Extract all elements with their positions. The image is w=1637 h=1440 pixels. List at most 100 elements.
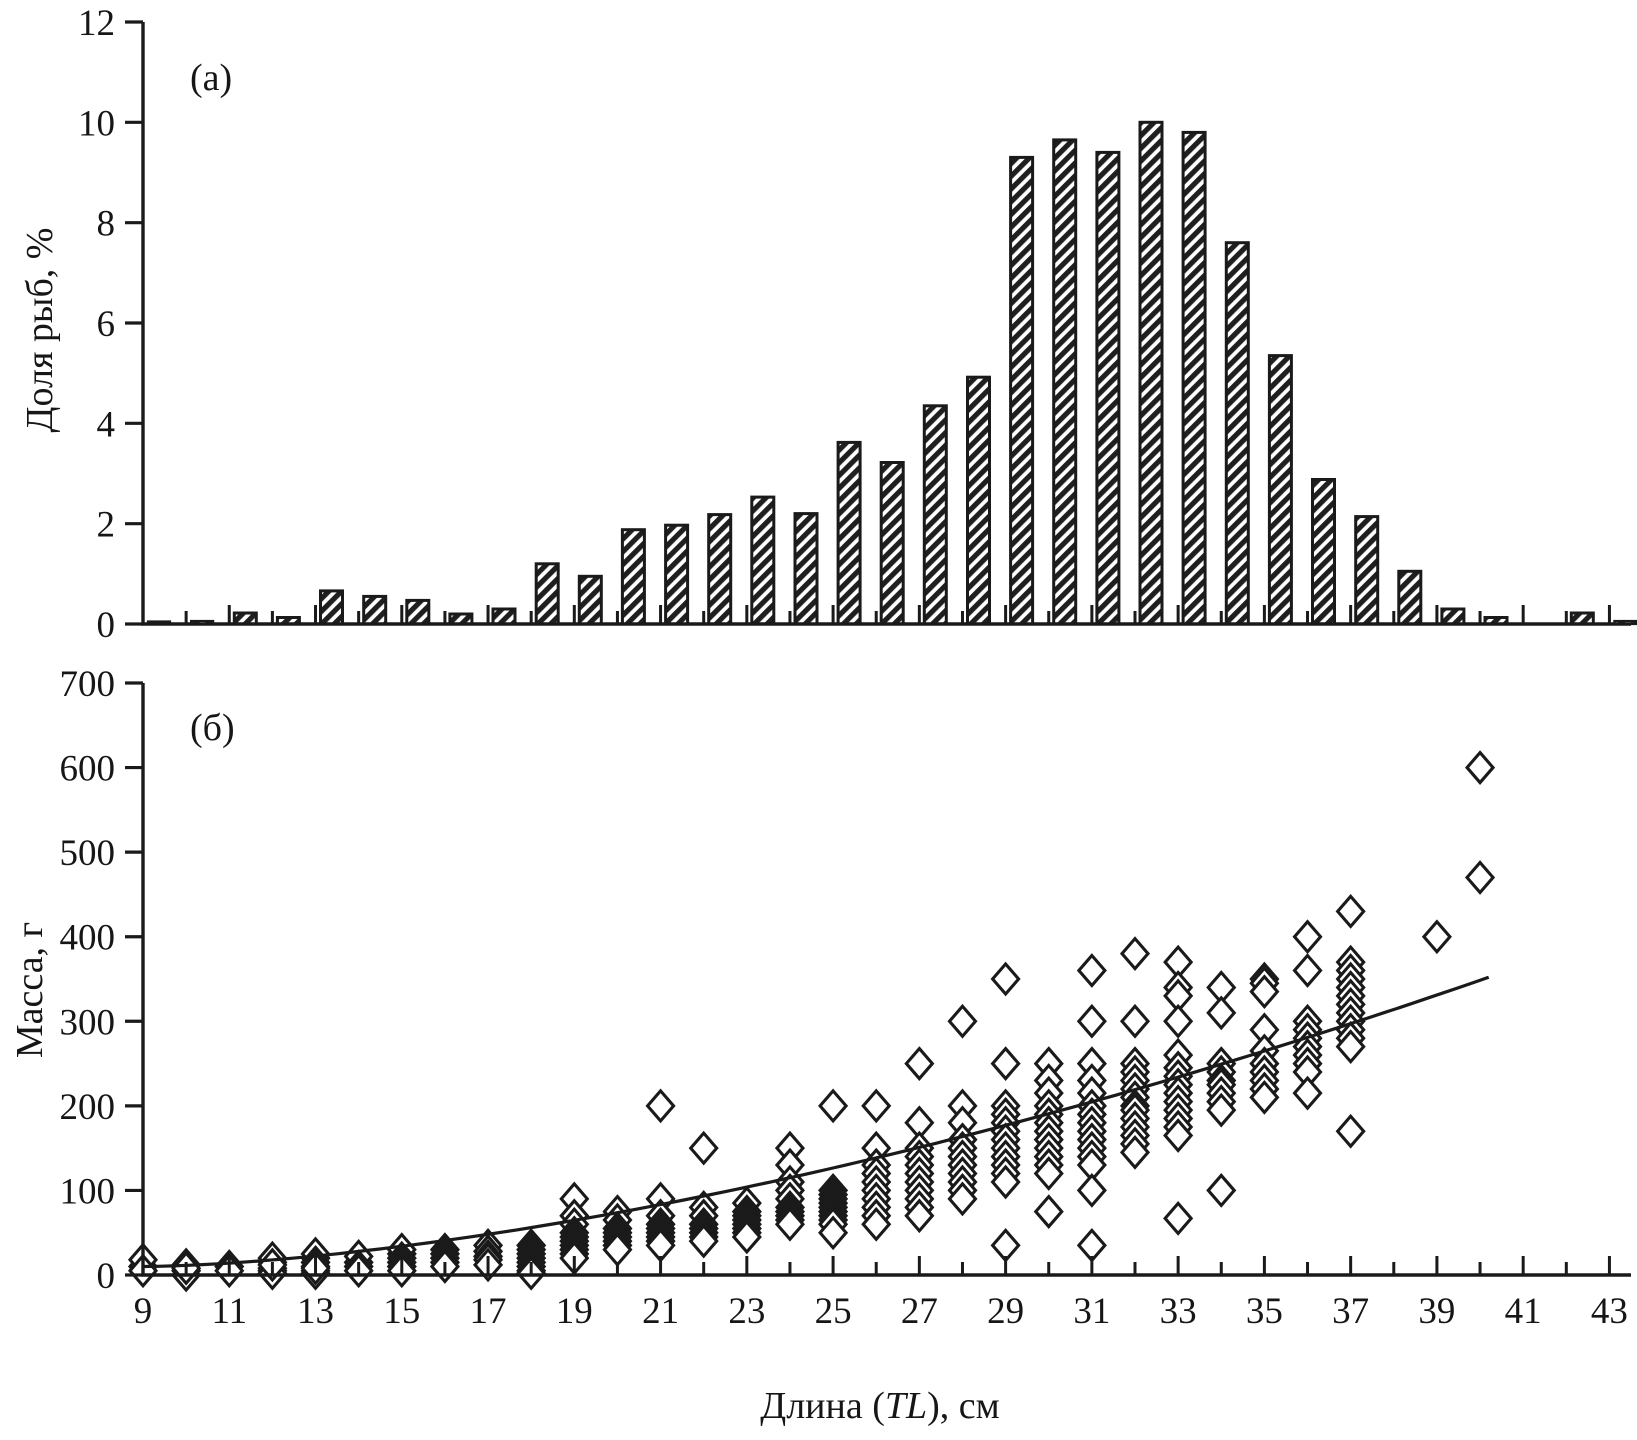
histogram-bar (1311, 478, 1336, 626)
scatter-point-diamond (1033, 1156, 1064, 1191)
y-axis-tick-label: 400 (60, 918, 116, 959)
panel-b-scatter-points (127, 750, 1496, 1293)
y-axis-tick-label: 10 (78, 103, 115, 144)
scatter-point-diamond (645, 1088, 676, 1124)
scatter-point-diamond (1249, 974, 1280, 1010)
histogram-bar (620, 528, 646, 626)
panel-b-y-axis-title: Масса, г (9, 922, 51, 1058)
panel-b-trendline (142, 975, 1490, 1269)
histogram-bar (1181, 130, 1207, 626)
y-axis-tick-label: 100 (60, 1171, 116, 1212)
y-axis-tick-label: 12 (78, 3, 115, 44)
panel-a: 0 2 4 6 8 10 12 Доля рыб, % (а) (19, 3, 1637, 646)
histogram-bar (1354, 515, 1380, 626)
x-axis-tick-label: 15 (383, 1291, 420, 1332)
x-axis-tick-label: 41 (1505, 1291, 1542, 1332)
x-axis-tick-label: 19 (556, 1291, 593, 1332)
scatter-point-diamond (1119, 936, 1151, 971)
panel-a-axes (125, 20, 1631, 626)
x-axis-tick-label: 37 (1332, 1291, 1369, 1332)
y-axis-tick-label: 6 (97, 304, 116, 345)
histogram-bar (1224, 241, 1250, 626)
x-axis-tick-label: 11 (211, 1291, 247, 1332)
histogram-bar (922, 404, 948, 626)
scatter-point-diamond (990, 1228, 1021, 1263)
x-axis-tick-label: 23 (728, 1291, 765, 1332)
histogram-bar (491, 607, 517, 626)
scatter-point-diamond (904, 1198, 935, 1234)
x-axis-tick-label: 43 (1591, 1291, 1628, 1332)
scatter-point-diamond (1206, 1173, 1237, 1208)
x-axis-tick-label: 13 (297, 1291, 334, 1332)
scatter-point-diamond (990, 1164, 1021, 1200)
x-axis-tick-label: 35 (1246, 1291, 1283, 1332)
scatter-point-diamond (990, 1046, 1021, 1081)
scatter-point-diamond (1464, 750, 1496, 785)
panel-b-axes (125, 681, 1631, 1277)
scatter-point-diamond (1163, 1003, 1194, 1039)
histogram-bar (707, 513, 733, 626)
scatter-point-diamond (1464, 860, 1496, 895)
scatter-point-diamond (947, 1003, 978, 1039)
scatter-point-diamond (861, 1088, 892, 1124)
x-axis-tick-label: 29 (987, 1291, 1024, 1332)
x-axis-tick-label: 33 (1160, 1291, 1197, 1332)
panel-a-y-axis-title: Доля рыб, % (19, 228, 61, 433)
y-axis-tick-label: 2 (97, 505, 116, 546)
histogram-bar (534, 562, 560, 626)
scatter-point-diamond (688, 1130, 719, 1166)
histogram-bar (1267, 354, 1293, 626)
scatter-point-diamond (1076, 1228, 1107, 1263)
scatter-point-diamond (1076, 953, 1107, 988)
y-axis-tick-label: 0 (97, 1256, 116, 1297)
scatter-point-diamond (861, 1206, 892, 1242)
x-axis-tick-label: 39 (1418, 1291, 1455, 1332)
scatter-point-diamond (1163, 1118, 1194, 1153)
scatter-point-diamond (1119, 1003, 1151, 1039)
scatter-point-diamond (1076, 1003, 1107, 1039)
x-axis-title: Длина (TL), см (760, 1385, 999, 1427)
scatter-point-diamond (731, 1219, 762, 1255)
scatter-point-diamond (1335, 893, 1366, 929)
histogram-bar (793, 512, 819, 626)
panel-a-tag: (а) (190, 57, 232, 99)
y-axis-tick-label: 0 (97, 605, 116, 646)
scatter-point-diamond (1076, 1173, 1107, 1208)
y-axis-tick-label: 4 (97, 404, 116, 445)
panel-b-tag: (б) (190, 707, 235, 749)
y-axis-tick-label: 300 (60, 1002, 116, 1043)
x-axis-tick-label: 31 (1073, 1291, 1110, 1332)
y-axis-tick-label: 600 (60, 749, 116, 790)
scatter-point-diamond (990, 961, 1021, 997)
scatter-point-diamond (1335, 1113, 1366, 1149)
histogram-bar (836, 440, 862, 626)
histogram-bar (405, 598, 431, 626)
scatter-point-diamond (1335, 1029, 1366, 1065)
panel-b-y-tick-labels: 0 100 200 300 400 500 600 700 (60, 664, 116, 1297)
panel-b-x-tick-labels: 9 11 13 15 17 19 21 23 25 27 29 31 33 35 37 39 41 43 (134, 1291, 1628, 1332)
histogram-bar (879, 461, 905, 626)
y-axis-tick-label: 8 (97, 204, 116, 245)
histogram-bar (1138, 120, 1164, 626)
x-axis-tick-label: 25 (815, 1291, 852, 1332)
scatter-point-diamond (1206, 1092, 1237, 1128)
scatter-point-diamond (1421, 919, 1452, 955)
scatter-point-diamond (947, 1181, 978, 1217)
histogram-bar (1009, 155, 1035, 626)
histogram-bar (362, 594, 388, 626)
histogram-bar (1052, 138, 1078, 626)
y-axis-tick-label: 500 (60, 833, 116, 874)
panel-b: 0 100 200 300 400 500 600 700 9 11 13 15 17 19 21 23 25… (9, 664, 1631, 1427)
x-axis-tick-label: 17 (470, 1291, 507, 1332)
scatter-point-diamond (1249, 1080, 1280, 1115)
histogram-bar (319, 589, 344, 626)
y-axis-tick-label: 200 (60, 1087, 116, 1128)
scatter-point-diamond (1033, 1194, 1064, 1229)
histogram-bar (1095, 150, 1121, 626)
scatter-point-diamond (818, 1088, 849, 1124)
scatter-point-diamond (774, 1206, 806, 1242)
panel-a-y-tick-labels: 0 2 4 6 8 10 12 (78, 3, 115, 646)
histogram-bar (1397, 569, 1423, 626)
